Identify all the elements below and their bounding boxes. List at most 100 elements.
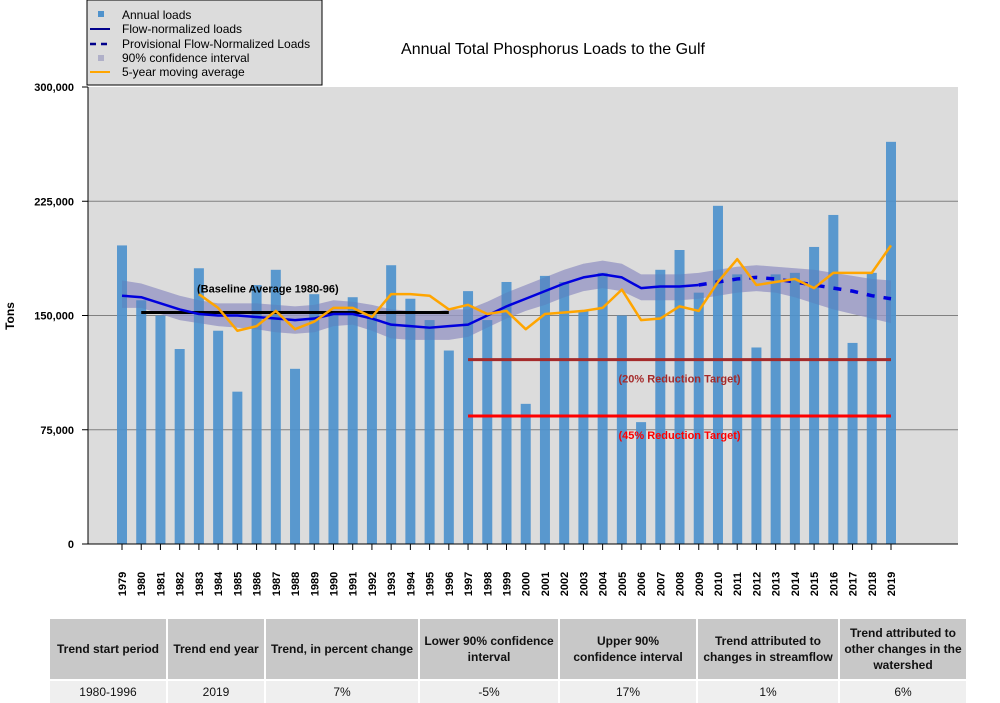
trend-table-header-row: Trend start period Trend end year Trend,… — [50, 619, 968, 680]
cell-other-changes: 6% — [839, 679, 968, 703]
legend-label-provisional: Provisional Flow-Normalized Loads — [122, 37, 310, 51]
legend-marker-annual-loads — [98, 11, 104, 17]
x-tick-label: 2000 — [521, 572, 533, 596]
y-axis-label: Tons — [3, 302, 17, 330]
x-tick-label: 2005 — [617, 572, 629, 596]
bar-1995 — [424, 320, 435, 544]
x-tick-label: 2007 — [655, 572, 667, 596]
x-tick-label: 1996 — [444, 572, 456, 596]
x-tick-label: 2018 — [867, 572, 879, 596]
bar-1981 — [155, 315, 166, 544]
x-tick-label: 1998 — [482, 572, 494, 596]
x-tick-label: 1987 — [271, 572, 283, 596]
bar-2008 — [674, 249, 685, 544]
cell-trend-percent: 7% — [265, 679, 420, 703]
bar-2006 — [636, 422, 647, 544]
bar-2003 — [578, 310, 589, 544]
bar-2001 — [539, 275, 550, 544]
x-tick-label: 2001 — [540, 572, 552, 596]
x-tick-label: 1985 — [232, 572, 244, 596]
header-trend-end: Trend end year — [167, 619, 266, 680]
x-tick-label: 1981 — [155, 572, 167, 596]
cell-trend-end: 2019 — [167, 679, 266, 703]
bar-1994 — [405, 298, 416, 544]
header-upper-ci: Upper 90% confidence interval — [559, 619, 698, 680]
bar-2009 — [693, 292, 704, 544]
legend-label-moving-average: 5-year moving average — [122, 65, 245, 79]
x-tick-label: 2016 — [828, 572, 840, 596]
header-streamflow: Trend attributed to changes in streamflo… — [697, 619, 840, 680]
bar-1986 — [251, 285, 262, 544]
bar-1998 — [482, 320, 493, 544]
legend-label-confidence-interval: 90% confidence interval — [122, 51, 249, 65]
header-trend-percent: Trend, in percent change — [265, 619, 420, 680]
bar-1990 — [328, 312, 339, 544]
bar-2014 — [789, 272, 800, 544]
annotation-45-reduction-target: (45% Reduction Target) — [619, 430, 741, 442]
x-tick-label: 2013 — [771, 572, 783, 596]
bar-1979 — [117, 245, 127, 544]
bar-2007 — [655, 269, 666, 544]
x-tick-label: 1993 — [386, 572, 398, 596]
bar-1989 — [309, 294, 320, 544]
x-tick-label: 1997 — [463, 572, 475, 596]
bar-2005 — [616, 315, 627, 544]
x-tick-label: 2017 — [848, 572, 860, 596]
bar-1984 — [213, 330, 224, 544]
x-tick-label: 2004 — [598, 571, 610, 596]
trend-table: Trend start period Trend end year Trend,… — [50, 619, 968, 703]
bar-2019 — [886, 141, 896, 544]
chart-title: Annual Total Phosphorus Loads to the Gul… — [401, 41, 705, 58]
bar-1992 — [366, 313, 377, 544]
legend-box — [86, 0, 323, 86]
cell-trend-start: 1980-1996 — [50, 679, 168, 703]
x-tick-label: 1989 — [309, 572, 321, 596]
x-tick-label: 1983 — [194, 572, 206, 596]
legend-label-annual-loads: Annual loads — [122, 8, 191, 22]
y-tick-label: 0 — [68, 539, 74, 551]
x-tick-label: 1982 — [175, 572, 187, 596]
bar-2010 — [712, 205, 723, 544]
header-lower-ci: Lower 90% confidence interval — [419, 619, 560, 680]
y-tick-label: 75,000 — [40, 425, 74, 437]
cell-lower-ci: -5% — [419, 679, 560, 703]
x-tick-label: 2008 — [675, 572, 687, 596]
bar-2011 — [732, 274, 743, 544]
x-tick-label: 2011 — [732, 572, 744, 596]
bar-1980 — [136, 300, 147, 544]
bar-2018 — [866, 272, 877, 544]
series-line-5-year-moving-average — [198, 244, 893, 332]
bar-1993 — [386, 265, 397, 544]
bar-1996 — [443, 350, 454, 544]
header-other-changes: Trend attributed to other changes in the… — [839, 619, 968, 680]
bar-2002 — [559, 281, 570, 544]
x-tick-label: 1995 — [425, 572, 437, 596]
x-tick-label: 1999 — [502, 572, 514, 596]
x-tick-label: 2010 — [713, 572, 725, 596]
bar-1987 — [270, 269, 281, 544]
series-line-flow-normalized-loads — [121, 273, 699, 329]
x-tick-label: 2003 — [578, 572, 590, 596]
bar-1988 — [290, 368, 301, 544]
x-tick-label: 1986 — [252, 572, 264, 596]
bar-1982 — [174, 349, 185, 544]
lines-layer — [121, 244, 893, 332]
x-tick-label: 2006 — [636, 572, 648, 596]
bar-2013 — [770, 274, 781, 544]
header-trend-start: Trend start period — [50, 619, 168, 680]
x-tick-label: 2002 — [559, 572, 571, 596]
legend: Annual loads Flow-normalized loads Provi… — [86, 0, 323, 86]
bar-1991 — [347, 297, 358, 544]
x-tick-label: 2015 — [809, 572, 821, 596]
x-tick-label: 1990 — [328, 572, 340, 596]
bar-2017 — [847, 342, 858, 544]
bar-1983 — [193, 268, 204, 544]
legend-marker-confidence-interval — [98, 55, 104, 61]
cell-upper-ci: 17% — [559, 679, 698, 703]
bar-1999 — [501, 281, 512, 544]
bar-2015 — [809, 246, 820, 544]
annotation-20-reduction-target: (20% Reduction Target) — [619, 374, 741, 386]
x-tick-label: 2012 — [751, 572, 763, 596]
bar-2000 — [520, 403, 531, 544]
x-tick-label: 2014 — [790, 571, 802, 596]
